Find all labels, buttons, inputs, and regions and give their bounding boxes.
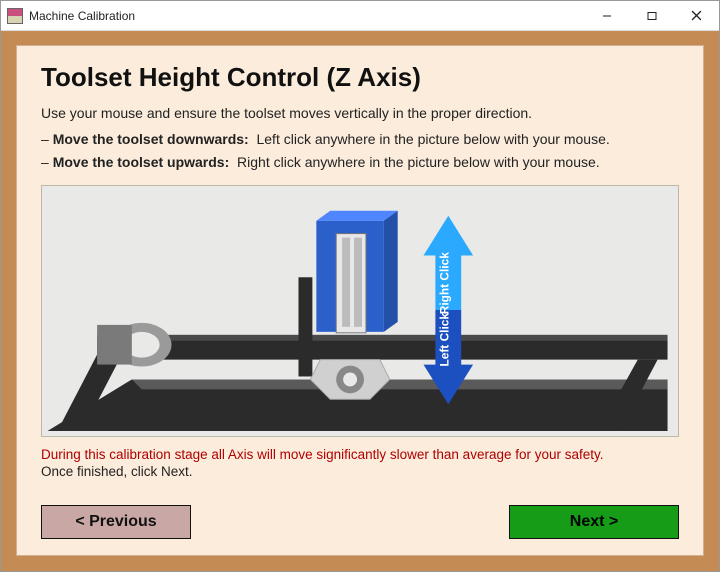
calibration-diagram[interactable]: Right Click Left Click	[41, 185, 679, 437]
window-title: Machine Calibration	[29, 9, 584, 23]
up-arrow-label: Right Click	[437, 252, 451, 314]
next-button[interactable]: Next >	[509, 505, 679, 539]
minimize-button[interactable]	[584, 1, 629, 31]
titlebar: Machine Calibration	[1, 1, 719, 31]
page-title: Toolset Height Control (Z Axis)	[41, 62, 679, 93]
button-bar: < Previous Next >	[41, 505, 679, 539]
app-icon	[7, 8, 23, 24]
close-button[interactable]	[674, 1, 719, 31]
warning-text: During this calibration stage all Axis w…	[41, 447, 679, 462]
content-panel: Toolset Height Control (Z Axis) Use your…	[16, 45, 704, 556]
maximize-button[interactable]	[629, 1, 674, 31]
intro-text: Use your mouse and ensure the toolset mo…	[41, 105, 679, 121]
instruction-row: – Move the toolset upwards: Right click …	[41, 152, 679, 173]
instruction-label: Move the toolset upwards:	[53, 154, 230, 170]
outer-frame: Toolset Height Control (Z Axis) Use your…	[1, 31, 719, 571]
instruction-row: – Move the toolset downwards: Left click…	[41, 129, 679, 150]
instruction-text: Left click anywhere in the picture below…	[256, 131, 609, 147]
machine-illustration: Right Click Left Click	[42, 186, 678, 436]
instruction-list: – Move the toolset downwards: Left click…	[41, 129, 679, 173]
previous-button[interactable]: < Previous	[41, 505, 191, 539]
finish-text: Once finished, click Next.	[41, 464, 679, 479]
instruction-label: Move the toolset downwards:	[53, 131, 249, 147]
instruction-text: Right click anywhere in the picture belo…	[237, 154, 600, 170]
down-arrow-label: Left Click	[437, 313, 451, 367]
